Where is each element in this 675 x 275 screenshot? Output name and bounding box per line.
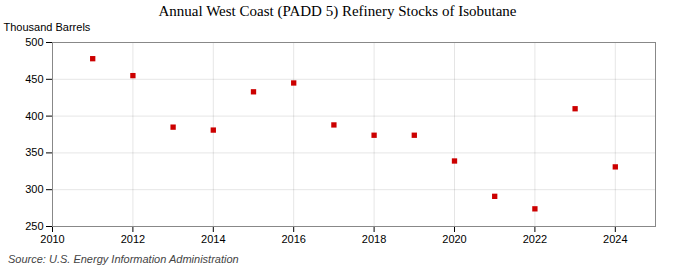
svg-text:2010: 2010 bbox=[40, 233, 64, 245]
svg-text:350: 350 bbox=[25, 146, 43, 158]
svg-text:2014: 2014 bbox=[201, 233, 225, 245]
svg-text:450: 450 bbox=[25, 73, 43, 85]
svg-text:2016: 2016 bbox=[281, 233, 305, 245]
svg-text:2020: 2020 bbox=[442, 233, 466, 245]
html-text:Source: U.S. Energy Informatio: Source: U.S. Energy Information Administ… bbox=[8, 253, 239, 265]
svg-text:2018: 2018 bbox=[362, 233, 386, 245]
svg-text:2022: 2022 bbox=[523, 233, 547, 245]
svg-text:250: 250 bbox=[25, 220, 43, 232]
svg-text:2024: 2024 bbox=[603, 233, 627, 245]
svg-text:2012: 2012 bbox=[121, 233, 145, 245]
svg-text:400: 400 bbox=[25, 110, 43, 122]
svg-text:500: 500 bbox=[25, 36, 43, 48]
html-text:Annual West Coast (PADD 5) Ref: Annual West Coast (PADD 5) Refinery Stoc… bbox=[158, 3, 517, 19]
svg-text:300: 300 bbox=[25, 183, 43, 195]
svg-text:Thousand Barrels: Thousand Barrels bbox=[4, 21, 91, 33]
